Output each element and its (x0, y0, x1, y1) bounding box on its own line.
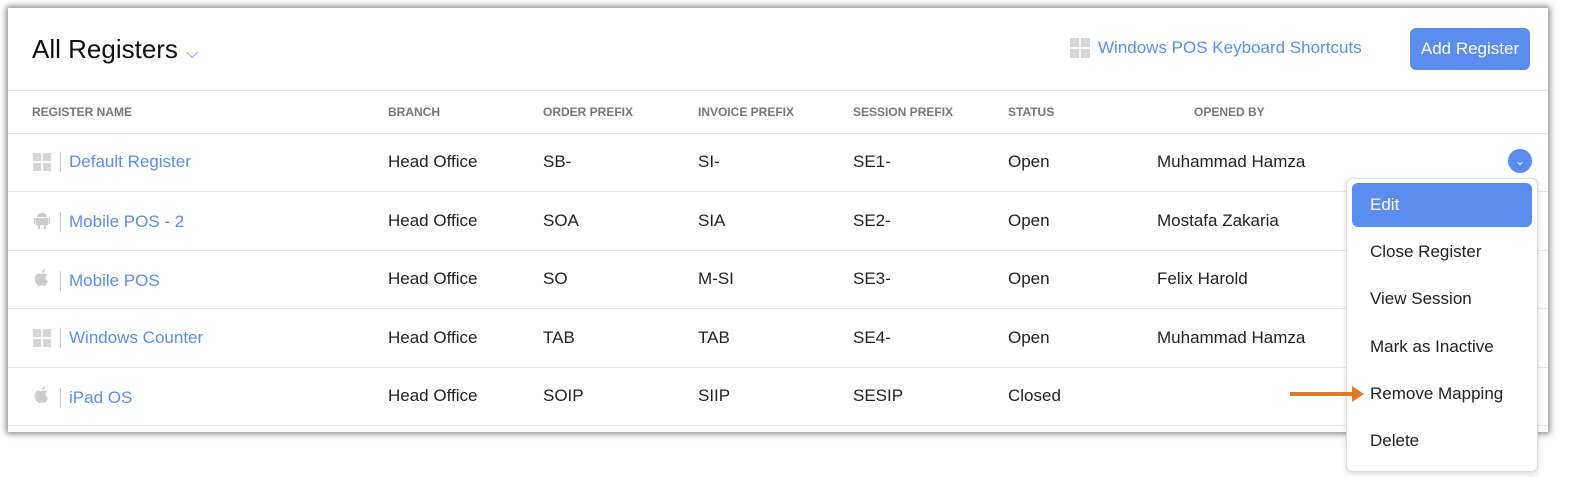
android-icon (32, 211, 52, 234)
menu-remove-mapping[interactable]: Remove Mapping (1370, 384, 1504, 403)
register-name-cell: Mobile POS (32, 269, 160, 292)
cell-session: SE1- (853, 152, 891, 171)
add-register-button[interactable]: Add Register (1410, 28, 1530, 70)
register-name-link[interactable]: Mobile POS (69, 270, 160, 290)
cell-branch: Head Office (388, 386, 478, 405)
col-session-prefix: SESSION PREFIX (853, 105, 954, 119)
row-actions-menu: Edit Close Register View Session Mark as… (1346, 178, 1538, 472)
cell-session: SE2- (853, 210, 891, 230)
cell-status: Open (1008, 327, 1050, 347)
row-actions-chevron-icon[interactable]: ⌄ (1508, 149, 1532, 173)
cell-branch: Head Office (388, 269, 478, 288)
table-header: REGISTER NAME BRANCH ORDER PREFIX INVOIC… (8, 90, 1548, 134)
cell-order: SB- (543, 152, 572, 171)
cell-status: Open (1008, 210, 1050, 230)
windows-icon (32, 328, 52, 348)
register-name-link[interactable]: Mobile POS - 2 (69, 212, 185, 231)
register-name-cell: Mobile POS - 2 (32, 211, 184, 234)
page-title[interactable]: All Registers ⌵ (32, 34, 198, 65)
annotation-arrow (1290, 386, 1364, 402)
cell-branch: Head Office (388, 210, 478, 230)
windows-icon (1070, 38, 1090, 58)
title-text: All Registers (32, 34, 178, 64)
apple-icon (32, 386, 52, 409)
windows-icon (32, 152, 52, 172)
register-name-link[interactable]: Default Register (69, 152, 191, 171)
divider (60, 270, 61, 291)
apple-icon (32, 269, 52, 292)
table-row: Windows Counter Head Office TAB TAB SE4- Open… (8, 309, 1548, 368)
menu-mark-inactive[interactable]: Mark as Inactive (1370, 337, 1494, 356)
cell-opened-by: Felix Harold (1157, 269, 1248, 288)
chevron-down-icon[interactable]: ⌵ (185, 44, 199, 62)
menu-view-session[interactable]: View Session (1370, 289, 1472, 308)
cell-order: SOIP (543, 386, 584, 405)
divider (60, 387, 61, 408)
table-row: iPad OS Head Office SOIP SIIP SESIP Closed (8, 367, 1548, 426)
cell-order: SO (543, 269, 568, 288)
col-status: STATUS (1008, 105, 1055, 119)
cell-branch: Head Office (388, 327, 478, 347)
register-name-link[interactable]: iPad OS (69, 387, 133, 407)
cell-session: SE4- (853, 327, 891, 347)
cell-order: SOA (543, 210, 579, 230)
cell-invoice: TAB (698, 327, 730, 347)
divider (60, 327, 61, 348)
cell-status: Closed (1008, 386, 1061, 405)
cell-invoice: M-SI (698, 269, 734, 288)
cell-invoice: SI- (698, 152, 720, 171)
menu-close-register[interactable]: Close Register (1370, 242, 1482, 261)
register-name-cell: iPad OS (32, 386, 132, 409)
col-branch: BRANCH (388, 105, 440, 119)
registers-panel: All Registers ⌵ Windows POS Keyboard Shor… (8, 8, 1548, 432)
cell-session: SE3- (853, 269, 891, 288)
keyboard-shortcuts-link[interactable]: Windows POS Keyboard Shortcuts (1070, 38, 1362, 58)
menu-delete[interactable]: Delete (1370, 431, 1420, 450)
cell-invoice: SIIP (698, 386, 731, 405)
cell-order: TAB (543, 327, 575, 347)
menu-edit[interactable]: Edit (1352, 183, 1532, 227)
register-name-cell: Windows Counter (32, 327, 204, 348)
col-register-name: REGISTER NAME (32, 105, 133, 119)
col-order-prefix: ORDER PREFIX (543, 105, 634, 119)
cell-opened-by: Mostafa Zakaria (1157, 210, 1279, 230)
cell-opened-by: Muhammad Hamza (1157, 152, 1306, 171)
cell-status: Open (1008, 152, 1050, 171)
table-row: Mobile POS - 2 Head Office SOA SIA SE2- Open M… (8, 192, 1548, 251)
divider (60, 152, 61, 172)
cell-status: Open (1008, 269, 1050, 288)
register-name-cell: Default Register (32, 152, 191, 172)
cell-invoice: SIA (698, 210, 726, 230)
col-opened-by: OPENED BY (1194, 105, 1265, 119)
table-row: Mobile POS Head Office SO M-SI SE3- Open Felix… (8, 250, 1548, 309)
register-name-link[interactable]: Windows Counter (69, 327, 204, 347)
col-invoice-prefix: INVOICE PREFIX (698, 105, 795, 119)
shortcuts-label: Windows POS Keyboard Shortcuts (1098, 38, 1362, 57)
divider (60, 212, 61, 232)
cell-session: SESIP (853, 386, 904, 405)
cell-opened-by: Muhammad Hamza (1157, 327, 1306, 347)
table-row: Default Register Head Office SB- SI- SE1- Ope… (8, 133, 1548, 192)
cell-branch: Head Office (388, 152, 478, 171)
